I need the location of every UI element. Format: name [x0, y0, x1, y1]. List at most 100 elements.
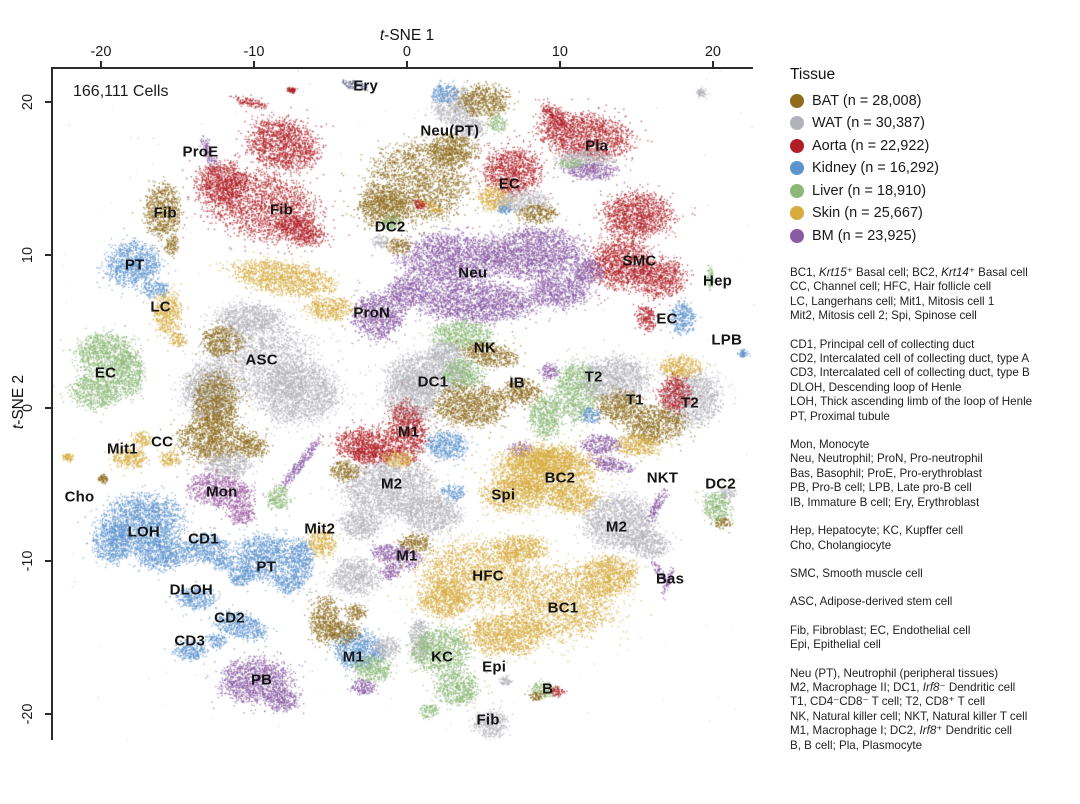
cluster-label-cd1: CD1 [188, 530, 219, 548]
abbreviation-line: PB, Pro-B cell; LPB, Late pro-B cell [790, 481, 972, 495]
x-tick-label: 10 [551, 44, 568, 60]
cluster-label-m1: M1 [396, 547, 418, 565]
x-tick-label: -10 [243, 44, 265, 60]
cluster-label-cc: CC [151, 433, 174, 450]
cluster-label-mit1: Mit1 [106, 440, 138, 458]
y-tick-label: -20 [20, 703, 36, 725]
abbreviation-block-2: CD1, Principal cell of collecting duct CD… [790, 338, 1078, 424]
cluster-label-pla: Pla [585, 137, 609, 155]
abbreviation-line: ASC, Adipose-derived stem cell [790, 595, 953, 609]
y-tick-mark [45, 253, 52, 256]
cluster-label-hep: Hep [703, 272, 732, 290]
abbreviation-line: PT, Proximal tubule [790, 409, 890, 423]
cluster-label-ery: Ery [353, 77, 379, 95]
legend-item-label: Skin (n = 25,667) [812, 205, 923, 221]
legend-item-label: WAT (n = 30,387) [812, 115, 925, 131]
legend-item-label: BM (n = 23,925) [812, 227, 917, 244]
abbreviation-line: Fib, Fibroblast; EC, Endothelial cell [790, 623, 971, 637]
x-tick-mark [405, 61, 408, 68]
y-tick-label: 10 [20, 246, 36, 263]
y-tick-mark [45, 406, 52, 409]
abbreviation-line: CD3, Intercalated cell of collecting duc… [790, 366, 1030, 380]
abbreviation-line: T1, CD4⁻CD8⁻ T cell; T2, CD8⁺ T cell [790, 695, 986, 709]
abbreviation-line: CC, Channel cell; HFC, Hair follicle cel… [790, 280, 992, 294]
cluster-label-pb: PB [250, 671, 273, 689]
cluster-label-ec: EC [656, 310, 678, 328]
x-tick-label: -20 [90, 44, 112, 60]
cluster-label-ec: EC [498, 175, 521, 193]
cluster-label-hfc: HFC [472, 567, 504, 585]
cluster-label-epi: Epi [482, 658, 507, 676]
cluster-label-dc1: DC1 [417, 373, 449, 391]
legend-item-kidney: Kidney (n = 16,292) [790, 160, 1072, 176]
y-axis-line [51, 67, 53, 740]
y-tick-mark [45, 712, 52, 715]
cluster-label-bc2: BC2 [544, 469, 576, 487]
cluster-label-nkt: NKT [646, 469, 679, 487]
abbreviation-line: SMC, Smooth muscle cell [790, 566, 923, 580]
abbreviation-line: Bas, Basophil; ProE, Pro-erythroblast [790, 466, 983, 480]
legend-color-dot [790, 93, 804, 108]
cluster-label-m1: M1 [397, 423, 420, 441]
legend-item-bat: BAT (n = 28,008) [790, 93, 1072, 109]
legend-item-label: Aorta (n = 22,922) [812, 137, 930, 154]
x-tick-label: 0 [402, 44, 411, 60]
x-tick-mark [558, 61, 561, 68]
cells-count-label: 166,111 Cells [73, 83, 169, 100]
abbreviation-block-4: Hep, Hepatocyte; KC, Kupffer cell Cho, Ch… [790, 524, 1078, 553]
cluster-label-b: B [542, 680, 554, 698]
cluster-label-ec: EC [94, 364, 117, 382]
cluster-label-m2: M2 [381, 475, 403, 493]
cluster-label-pron: ProN [353, 304, 391, 322]
tissue-legend: Tissue BAT (n = 28,008) WAT (n = 30,387) A… [790, 66, 1072, 251]
cluster-label-smc: SMC [622, 252, 657, 270]
legend-item-aorta: Aorta (n = 22,922) [790, 137, 1072, 154]
legend-color-dot [790, 116, 804, 130]
abbreviation-line: B, B cell; Pla, Plasmocyte [790, 738, 923, 752]
cluster-label-t1: T1 [625, 391, 644, 409]
abbreviation-line: Mon, Monocyte [790, 438, 870, 452]
x-axis-title: t-SNE 1 [379, 27, 435, 44]
cluster-label-kc: KC [431, 648, 454, 666]
cluster-label-fib: Fib [269, 201, 294, 219]
tsne-scatter-canvas [52, 68, 755, 740]
abbreviation-line: Epi, Epithelial cell [790, 638, 881, 652]
cluster-label-mit2: Mit2 [304, 520, 336, 538]
abbreviation-block-8: Neu (PT), Neutrophil (peripheral tissues… [790, 667, 1078, 753]
abbreviation-line: CD1, Principal cell of collecting duct [790, 337, 975, 351]
y-tick-mark [45, 559, 52, 562]
cluster-label-neu-pt-: Neu(PT) [420, 122, 480, 140]
abbreviation-block-5: SMC, Smooth muscle cell [790, 567, 1078, 581]
cluster-label-bc1: BC1 [547, 599, 579, 617]
y-tick-mark [45, 100, 52, 103]
abbreviation-line: Neu (PT), Neutrophil (peripheral tissues… [790, 666, 999, 680]
x-tick-mark [252, 61, 255, 68]
cluster-label-m2: M2 [605, 518, 628, 536]
abbreviation-line: Mit2, Mitosis cell 2; Spi, Spinose cell [790, 309, 977, 323]
abbreviation-line: M1, Macrophage I; DC2, Irf8⁺ Dendritic c… [790, 724, 1013, 738]
abbreviation-line: LC, Langerhans cell; Mit1, Mitosis cell … [790, 294, 995, 308]
abbreviation-line: M2, Macrophage II; DC1, Irf8⁻ Dendritic … [790, 680, 1016, 694]
cluster-label-cd2: CD2 [214, 609, 245, 627]
cluster-label-lc: LC [150, 298, 171, 316]
cluster-label-asc: ASC [245, 351, 278, 369]
cluster-label-cd3: CD3 [174, 632, 205, 649]
abbreviation-block-6: ASC, Adipose-derived stem cell [790, 595, 1078, 609]
y-tick-label: 0 [20, 403, 36, 412]
legend-color-dot [790, 161, 804, 175]
legend-color-dot [790, 138, 804, 153]
cluster-label-t2: T2 [681, 394, 699, 412]
x-axis-line [52, 67, 753, 69]
cluster-label-pt: PT [256, 558, 276, 576]
abbreviation-line: CD2, Intercalated cell of collecting duc… [790, 352, 1030, 366]
abbreviation-block-1: BC1, Krt15⁺ Basal cell; BC2, Krt14⁺ Basa… [790, 266, 1078, 324]
cluster-label-dc2: DC2 [374, 218, 406, 236]
abbreviation-block-3: Mon, Monocyte Neu, Neutrophil; ProN, Pro-… [790, 438, 1078, 510]
legend-items: BAT (n = 28,008) WAT (n = 30,387) Aorta (n… [790, 93, 1072, 244]
legend-item-label: Kidney (n = 16,292) [812, 160, 939, 176]
y-tick-label: -10 [20, 550, 36, 572]
cluster-label-bas: Bas [656, 570, 685, 588]
legend-item-wat: WAT (n = 30,387) [790, 115, 1072, 131]
x-tick-mark [711, 61, 714, 68]
